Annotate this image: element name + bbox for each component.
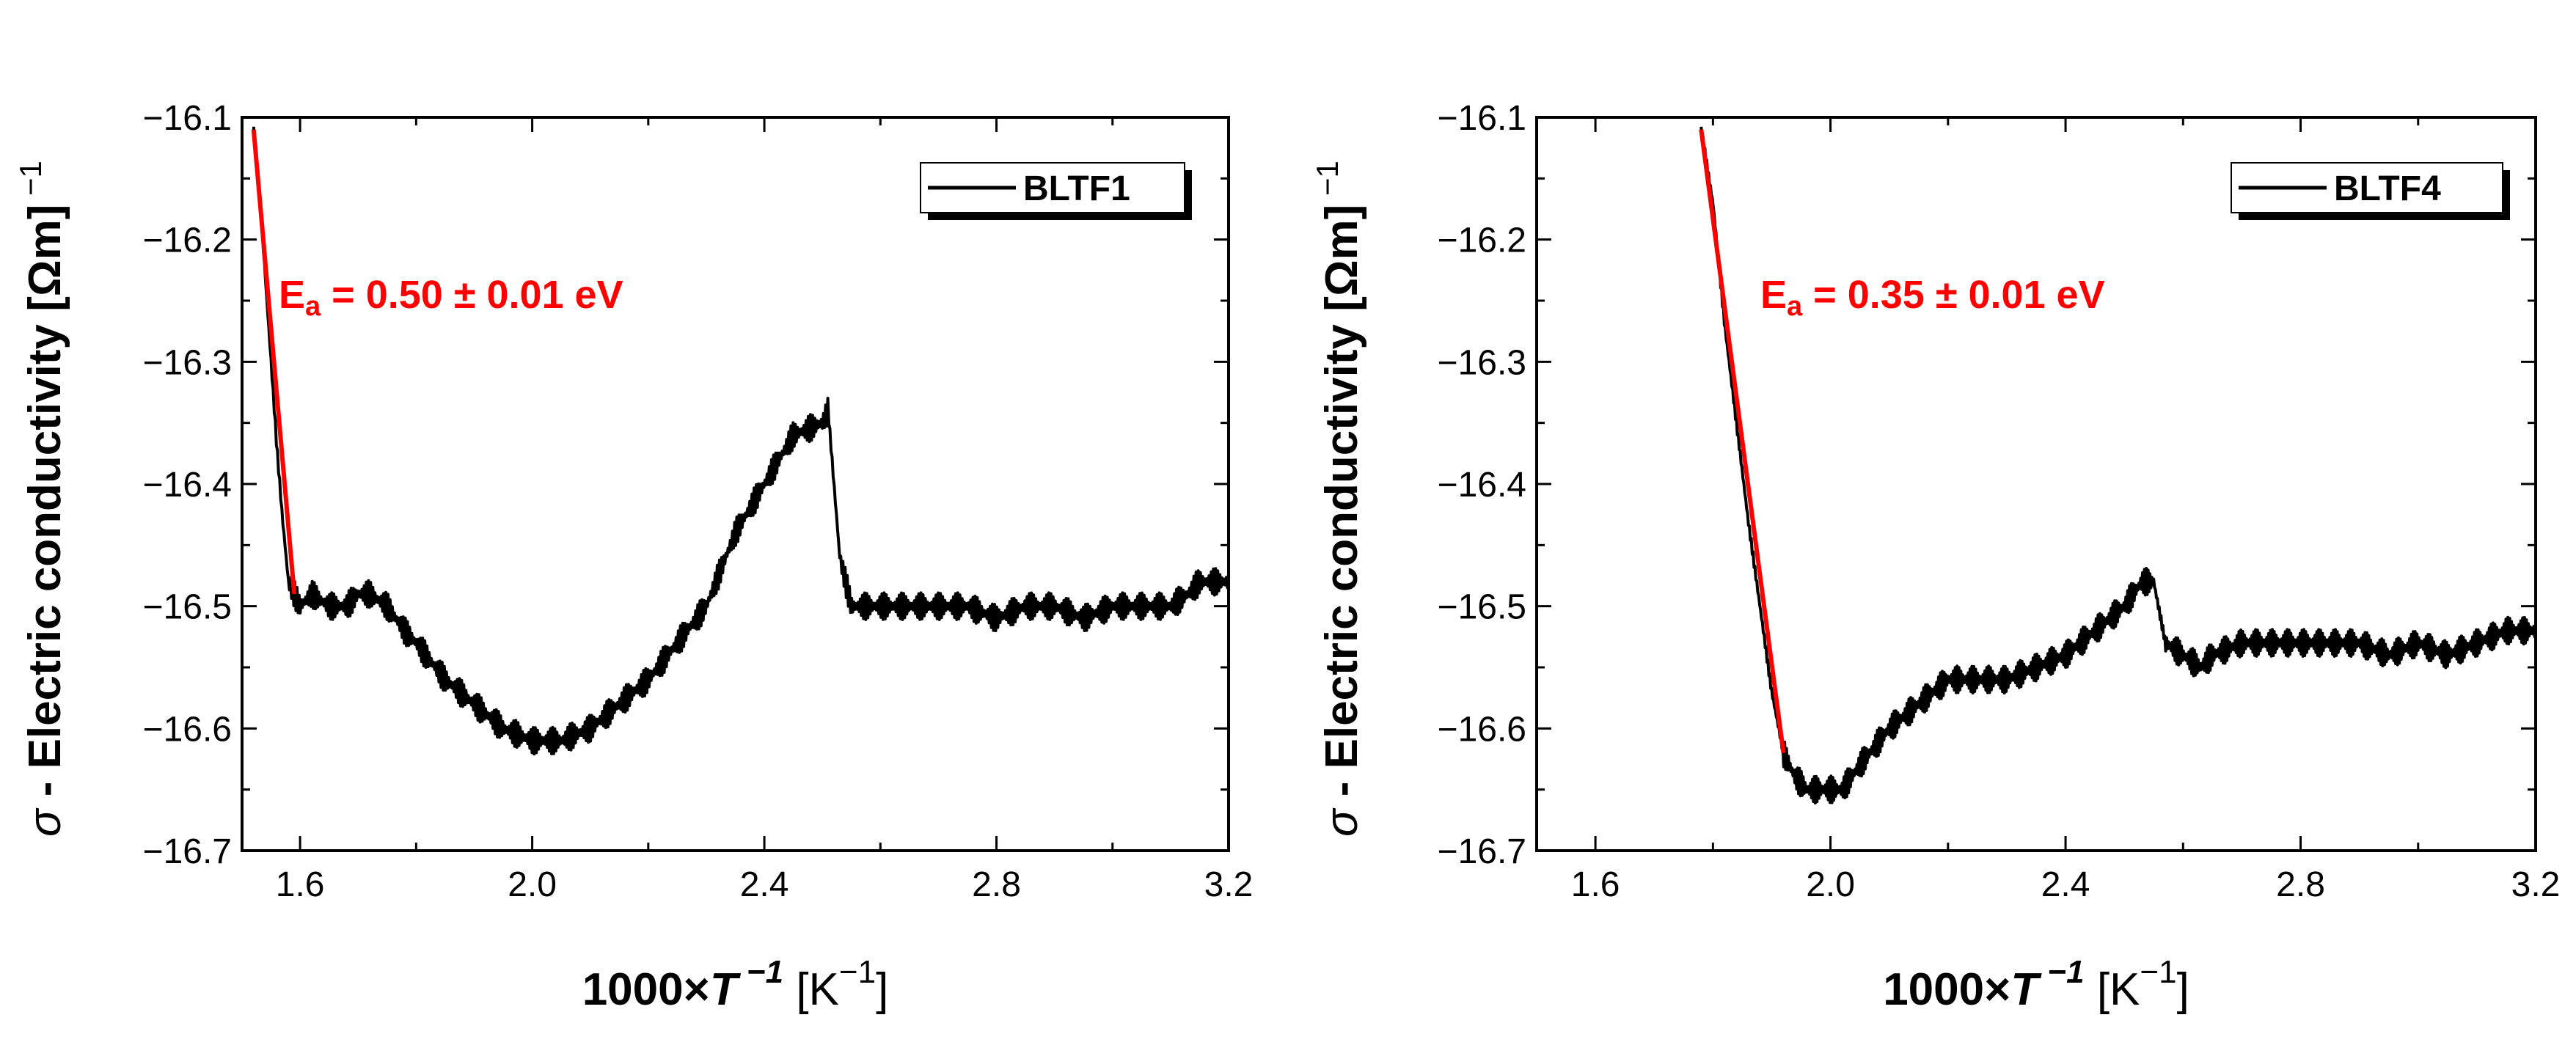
y-title-exp: −1 [13, 161, 48, 205]
y-tick-label: −16.6 [143, 710, 232, 749]
chart-bltf4: 1.6 2.0 2.4 2.8 3.2 −16.1 −16.2 −16.3 −16.4 −16.5… [1310, 99, 2560, 1015]
x-title-var: T [2010, 964, 2042, 1015]
y-tick-label: −16.4 [143, 466, 232, 505]
annot-main: E [279, 273, 305, 317]
fit-line [1699, 129, 1786, 754]
annot-rest: = 0.35 ± 0.01 eV [1802, 273, 2104, 317]
x-tick-label: 1.6 [1571, 865, 1620, 904]
series-line-bltf1 [252, 126, 1229, 756]
x-title-close: ] [876, 964, 888, 1015]
y-title-exp: −1 [1310, 161, 1344, 205]
y-title-sigma: σ [1317, 807, 1367, 837]
activation-energy-label: Ea = 0.35 ± 0.01 eV [1760, 273, 2105, 322]
y-tick-label: −16.7 [143, 832, 232, 871]
y-tick-label: −16.3 [1438, 343, 1526, 382]
y-title-sigma: σ [20, 807, 70, 837]
series-line-bltf4 [1699, 126, 2536, 804]
x-tick-label: 2.0 [508, 865, 557, 904]
annot-sub: a [305, 291, 321, 322]
legend-box [2231, 162, 2503, 213]
x-tick-label: 3.2 [2511, 865, 2561, 904]
y-tick-label: −16.5 [143, 588, 232, 627]
legend-label: BLTF4 [2334, 169, 2441, 208]
y-tick-label: −16.6 [1438, 710, 1526, 749]
x-tick-label: 2.4 [2041, 865, 2090, 904]
y-title-text: - Electric conductivity [Ωm] [20, 205, 70, 810]
x-title-unit: [K [783, 964, 839, 1015]
x-axis-title: 1000×T −1 [K−1] [582, 954, 889, 1015]
activation-energy-label: Ea = 0.50 ± 0.01 eV [279, 273, 623, 322]
x-tick-label: 1.6 [276, 865, 325, 904]
fit-line [251, 129, 297, 595]
plot-area [251, 126, 1229, 756]
y-tick-label: −16.2 [1438, 221, 1526, 260]
annot-sub: a [1787, 291, 1803, 322]
legend-label: BLTF1 [1023, 169, 1130, 208]
x-tick-label: 2.4 [740, 865, 789, 904]
annot-rest: = 0.50 ± 0.01 eV [321, 273, 623, 317]
y-tick-label: −16.1 [143, 99, 232, 138]
x-tick-label: 3.2 [1204, 865, 1254, 904]
plot-area [1699, 126, 2536, 804]
x-title-close: ] [2177, 964, 2189, 1015]
y-title-text: - Electric conductivity [Ωm] [1317, 205, 1367, 810]
y-tick-label: −16.4 [1438, 466, 1526, 505]
plot-frame [241, 116, 1230, 852]
y-axis-title: σ - Electric conductivity [Ωm] −1 [1310, 161, 1367, 837]
y-tick-label: −16.2 [143, 221, 232, 260]
x-title-unit-exp: −1 [839, 954, 876, 990]
x-title-main: 1000× [582, 964, 710, 1015]
y-tick-label: −16.7 [1438, 832, 1526, 871]
y-tick-label: −16.5 [1438, 588, 1526, 627]
x-title-unit-exp: −1 [2140, 954, 2176, 990]
y-axis-title: σ - Electric conductivity [Ωm] −1 [13, 161, 70, 837]
x-title-exp: −1 [738, 954, 783, 990]
x-axis-title: 1000×T −1 [K−1] [1883, 954, 2189, 1015]
x-title-exp: −1 [2038, 954, 2084, 990]
chart-bltf1: 1.6 2.0 2.4 2.8 3.2 −16.1 −16.2 −16.3 −16.4 −16.5… [13, 99, 1253, 1015]
y-tick-label: −16.1 [1438, 99, 1526, 138]
x-title-unit: [K [2085, 964, 2140, 1015]
x-title-main: 1000× [1883, 964, 2010, 1015]
annot-main: E [1760, 273, 1787, 317]
x-tick-label: 2.0 [1806, 865, 1855, 904]
plot-frame [1535, 116, 2537, 852]
x-tick-label: 2.8 [972, 865, 1021, 904]
y-tick-label: −16.3 [143, 343, 232, 382]
x-tick-label: 2.8 [2276, 865, 2325, 904]
x-title-var: T [710, 964, 742, 1015]
